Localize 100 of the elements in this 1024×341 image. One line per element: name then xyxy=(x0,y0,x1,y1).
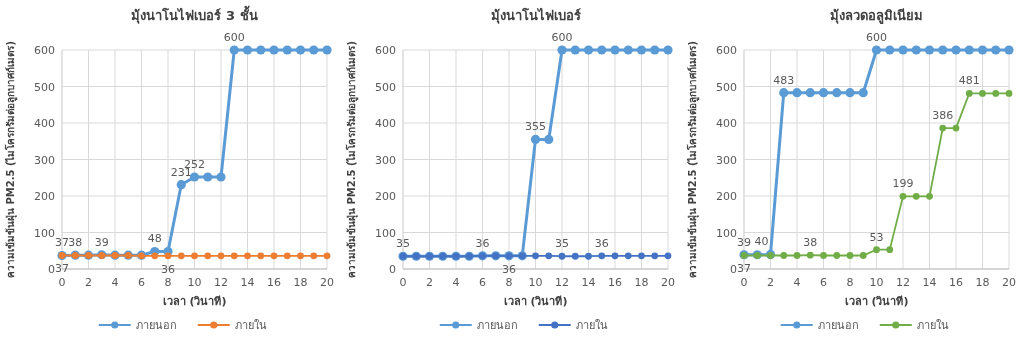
y-tick-label: 200 xyxy=(375,190,396,203)
point xyxy=(792,88,802,98)
point xyxy=(992,90,1000,97)
point xyxy=(269,45,279,55)
point xyxy=(899,192,907,200)
y-tick-label: 0 xyxy=(389,263,396,276)
legend-label: ภายใน xyxy=(916,319,949,332)
y-tick-label: 300 xyxy=(34,153,55,167)
point xyxy=(938,45,948,55)
data-label: 355 xyxy=(525,120,546,134)
x-tick-label: 2 xyxy=(426,276,433,289)
x-tick-label: 20 xyxy=(661,276,675,289)
x-tick-label: 8 xyxy=(164,276,172,289)
y-axis-title: ความเข้มข้นฝุ่น PM2.5 (ไมโครกรัมต่อลูกบาศก์เมตร) xyxy=(345,40,359,279)
legend-label: ภายนอก xyxy=(817,319,859,332)
point xyxy=(624,252,632,260)
x-tick-label: 4 xyxy=(111,276,119,289)
data-label: 600 xyxy=(223,31,245,44)
point xyxy=(544,134,554,145)
data-label: 39 xyxy=(737,235,751,249)
point xyxy=(585,252,592,260)
data-label: 199 xyxy=(892,177,914,191)
point xyxy=(833,252,841,259)
point xyxy=(885,45,895,55)
y-tick-label: 0 xyxy=(48,263,55,276)
point xyxy=(203,172,213,182)
data-label: 35 xyxy=(555,237,569,251)
point xyxy=(926,192,933,200)
point xyxy=(636,45,647,55)
point xyxy=(164,252,172,260)
data-label: 40 xyxy=(754,235,769,249)
chart-title: มุ้งลวดอลูมิเนียม xyxy=(830,8,923,24)
x-tick-label: 18 xyxy=(293,276,308,289)
data-label: 600 xyxy=(551,31,573,44)
data-label: 481 xyxy=(958,74,980,88)
x-tick-label: 4 xyxy=(452,276,460,289)
data-label: 386 xyxy=(932,109,954,123)
y-tick-label: 600 xyxy=(375,44,396,57)
x-tick-label: 10 xyxy=(187,276,202,289)
y-tick-label: 200 xyxy=(716,190,737,203)
point xyxy=(859,252,867,259)
point xyxy=(979,90,986,97)
data-label: 37 xyxy=(55,262,69,276)
x-tick-label: 14 xyxy=(240,276,255,289)
data-label: 38 xyxy=(68,236,83,250)
data-label: 36 xyxy=(502,262,516,276)
point xyxy=(610,45,620,55)
point xyxy=(217,252,225,260)
legend-label: ภายนอก xyxy=(135,319,177,332)
data-label: 36 xyxy=(594,236,609,250)
x-axis-title: เวลา (วินาที) xyxy=(844,295,909,308)
point xyxy=(651,252,659,260)
point xyxy=(846,252,854,259)
point xyxy=(1005,90,1013,97)
point xyxy=(282,45,292,55)
point xyxy=(650,45,660,55)
x-tick-label: 16 xyxy=(608,276,622,289)
point xyxy=(310,252,318,260)
point xyxy=(151,252,159,260)
point xyxy=(911,45,921,55)
y-tick-label: 400 xyxy=(375,117,396,130)
y-tick-label: 200 xyxy=(34,190,55,203)
data-label: 600 xyxy=(866,31,887,44)
point xyxy=(793,252,801,259)
point xyxy=(189,172,200,182)
point xyxy=(257,252,265,260)
point xyxy=(871,45,882,55)
point xyxy=(924,45,935,55)
point xyxy=(244,252,251,260)
y-tick-label: 400 xyxy=(716,117,737,130)
y-tick-label: 100 xyxy=(716,226,737,240)
point xyxy=(598,252,606,260)
point xyxy=(191,252,198,260)
x-tick-label: 10 xyxy=(528,276,543,289)
x-tick-label: 14 xyxy=(922,276,937,289)
y-tick-label: 500 xyxy=(34,80,55,94)
data-label: 48 xyxy=(147,232,162,246)
y-tick-label: 100 xyxy=(375,226,396,240)
point xyxy=(242,45,253,55)
point xyxy=(820,252,827,259)
x-tick-label: 12 xyxy=(555,276,569,289)
x-tick-label: 20 xyxy=(1002,276,1016,289)
point xyxy=(297,252,304,260)
legend-label: ภายใน xyxy=(234,319,267,332)
point xyxy=(256,45,266,55)
legend-label: ภายใน xyxy=(575,319,608,332)
point xyxy=(583,45,594,55)
point xyxy=(991,45,1001,55)
point xyxy=(638,252,645,260)
chart-title: มุ้งนาโนไฟเบอร์ xyxy=(490,7,581,24)
point xyxy=(886,246,894,254)
point xyxy=(964,45,974,55)
point xyxy=(977,45,988,55)
y-tick-label: 500 xyxy=(375,80,396,94)
x-tick-label: 20 xyxy=(320,276,334,289)
point xyxy=(204,252,212,260)
x-tick-label: 0 xyxy=(58,276,66,289)
point xyxy=(558,252,566,260)
point xyxy=(611,252,619,260)
y-tick-label: 500 xyxy=(716,80,737,94)
